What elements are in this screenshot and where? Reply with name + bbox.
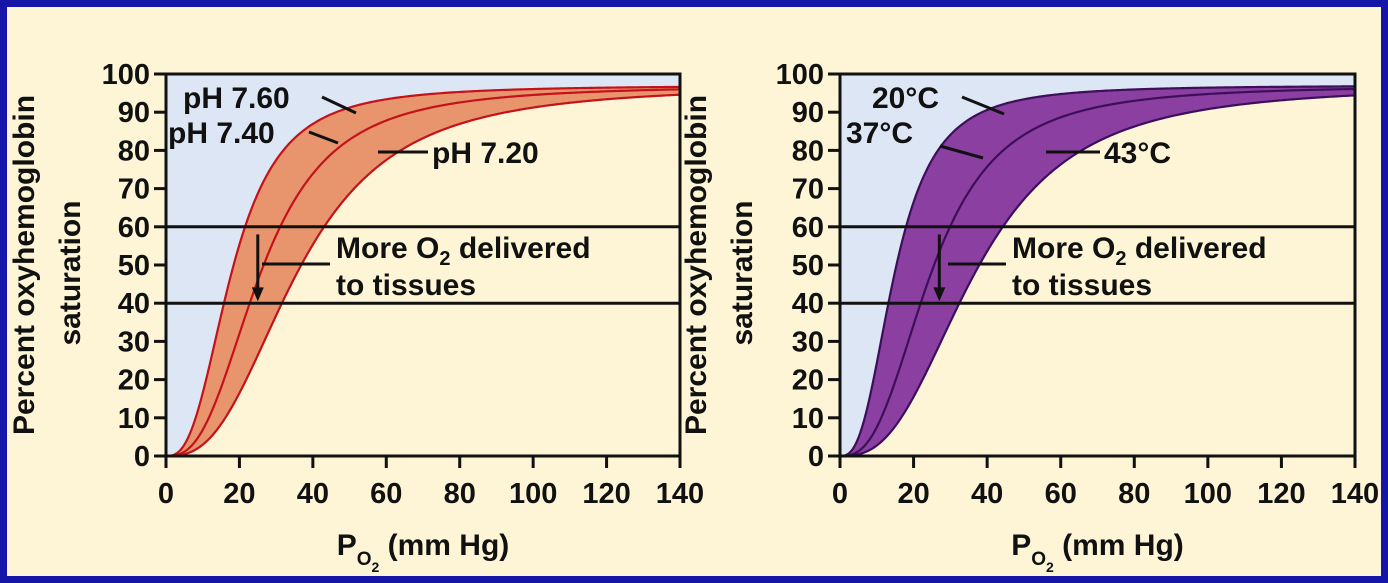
y-tick-label: 70 — [118, 174, 150, 206]
y-tick-label: 20 — [792, 365, 824, 397]
series-line-2 — [839, 87, 1356, 458]
x-tick-label: 20 — [223, 478, 255, 510]
y-tick-label: 90 — [118, 97, 150, 129]
x-axis-title: PO2 (mm Hg) — [1011, 529, 1184, 575]
x-tick-label: 40 — [971, 478, 1003, 510]
x-axis-title: PO2 (mm Hg) — [337, 529, 510, 575]
y-tick-label: 20 — [118, 365, 150, 397]
x-tick-label: 0 — [832, 478, 848, 510]
y-axis-title-line2: saturation — [54, 200, 87, 345]
series-label-leader — [961, 95, 1005, 116]
y-tick-label: 70 — [792, 174, 824, 206]
y-tick-label: 100 — [102, 59, 150, 91]
x-tick-label: 80 — [444, 478, 476, 510]
x-tick-label: 80 — [1118, 478, 1150, 510]
series-label: 37°C — [846, 117, 913, 150]
series-line-2 — [165, 88, 681, 458]
annotation-line1: More O2 delivered — [336, 232, 591, 270]
series-label: 20°C — [872, 82, 939, 115]
x-tick-label: 100 — [509, 478, 557, 510]
y-tick-label: 30 — [792, 326, 824, 358]
series-label: pH 7.60 — [183, 82, 290, 115]
y-tick-label: 80 — [118, 135, 150, 167]
y-tick-label: 80 — [792, 135, 824, 167]
y-tick-label: 60 — [118, 212, 150, 244]
y-tick-label: 50 — [118, 250, 150, 282]
series-label-leader — [308, 130, 339, 145]
annotation-arrow-head — [933, 287, 946, 302]
annotation-line1: More O2 delivered — [1012, 232, 1267, 270]
x-tick-label: 140 — [1331, 478, 1379, 510]
x-tick-label: 60 — [1045, 478, 1077, 510]
series-line-3 — [840, 94, 1356, 458]
plot-left-region — [840, 74, 1355, 456]
series-line-1 — [839, 85, 1356, 458]
series-label: pH 7.40 — [168, 117, 275, 150]
y-tick-label: 50 — [792, 250, 824, 282]
y-axis-title-line2: saturation — [726, 200, 759, 345]
x-tick-label: 140 — [656, 478, 704, 510]
y-tick-label: 0 — [808, 441, 824, 473]
chart-1: 0 10 20 30 40 50 60 70 80 90 100 0 20 40 60 80 100 120 140… — [8, 59, 704, 575]
plot-left-region — [166, 74, 680, 456]
curve-band — [840, 86, 1355, 456]
x-tick-label: 0 — [158, 478, 174, 510]
y-tick-label: 40 — [118, 288, 150, 320]
series-line-1 — [165, 85, 681, 458]
x-tick-label: 120 — [582, 478, 630, 510]
series-label-leader — [321, 95, 357, 115]
y-tick-label: 100 — [776, 59, 824, 91]
curve-band — [166, 86, 680, 456]
x-tick-label: 100 — [1184, 478, 1232, 510]
y-tick-label: 10 — [792, 403, 824, 435]
chart-2: 0 10 20 30 40 50 60 70 80 90 100 0 20 40 60 80 100 120 140… — [680, 59, 1379, 575]
y-tick-label: 90 — [792, 97, 824, 129]
x-tick-label: 40 — [297, 478, 329, 510]
annotation-line2: to tissues — [336, 269, 476, 302]
series-label: pH 7.20 — [432, 137, 539, 170]
y-axis-title-line1: Percent oxyhemoglobin — [8, 95, 41, 435]
x-tick-label: 60 — [370, 478, 402, 510]
annotation-arrow-head — [251, 287, 264, 302]
series-line-3 — [166, 93, 681, 458]
series-label: 43°C — [1104, 137, 1171, 170]
y-axis-title-line1: Percent oxyhemoglobin — [680, 95, 713, 435]
y-tick-label: 30 — [118, 326, 150, 358]
y-tick-label: 0 — [134, 441, 150, 473]
annotation-line2: to tissues — [1012, 269, 1152, 302]
x-tick-label: 120 — [1257, 478, 1305, 510]
y-tick-label: 60 — [792, 212, 824, 244]
y-tick-label: 40 — [792, 288, 824, 320]
series-label-leader — [939, 144, 984, 160]
x-tick-label: 20 — [897, 478, 929, 510]
y-tick-label: 10 — [118, 403, 150, 435]
